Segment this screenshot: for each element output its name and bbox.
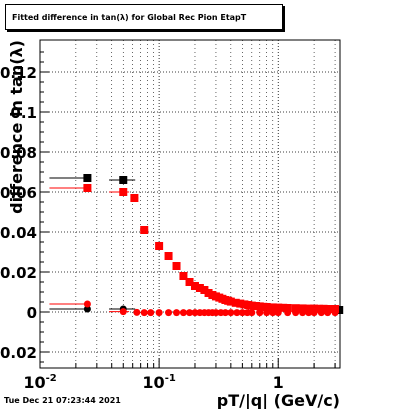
data-point-square	[231, 298, 240, 307]
data-point-square	[304, 304, 313, 313]
data-point-circle	[83, 305, 91, 313]
data-point-circle	[263, 309, 271, 317]
data-point-circle	[186, 309, 194, 317]
y-tick-label: 0.02	[0, 264, 37, 282]
data-point-circle	[83, 300, 91, 308]
x-tick-exponent: -2	[46, 373, 57, 384]
data-point-circle	[133, 308, 141, 316]
y-tick-labels: -0.02 0 0.02 0.04 0.06 0.08 0.1 0.12	[0, 64, 37, 362]
y-axis-label: difference in tan(λ)	[7, 40, 26, 214]
data-point-square	[262, 303, 271, 311]
x-tick-label: 10-1	[142, 373, 175, 392]
data-point-circle	[140, 309, 148, 317]
grid-lines	[39, 40, 340, 368]
y-tick-label: 0.12	[0, 64, 37, 82]
data-point-square	[310, 304, 319, 313]
data-points	[83, 174, 344, 317]
y-tick-label: -0.02	[0, 344, 37, 362]
data-point-circle	[173, 309, 181, 317]
chart-title-box: Fitted difference in tan(λ) for Global R…	[5, 4, 283, 30]
data-point-circle	[248, 309, 256, 317]
data-point-square	[83, 174, 92, 182]
data-point-square	[298, 304, 307, 313]
x-tick-base: 1	[273, 373, 284, 392]
data-point-circle	[274, 309, 282, 317]
data-point-square	[291, 304, 300, 313]
data-point-square	[226, 297, 235, 306]
data-point-square	[236, 299, 245, 308]
data-point-square	[279, 303, 288, 312]
plot-frame	[39, 39, 341, 369]
x-tick-base: 10	[23, 373, 45, 392]
data-point-square	[155, 242, 164, 250]
data-point-circle	[310, 309, 318, 317]
data-point-square	[179, 272, 188, 280]
data-point-square	[140, 226, 149, 234]
x-tick-label: 1	[273, 373, 284, 392]
chart-title: Fitted difference in tan(λ) for Global R…	[12, 12, 247, 22]
y-tick-label: 0.06	[0, 184, 37, 202]
y-tick-label: 0	[27, 304, 37, 322]
error-bars	[49, 177, 149, 313]
y-tick-label: 0.04	[0, 224, 37, 242]
data-point-circle	[331, 309, 339, 317]
y-tick-label: 0.1	[10, 104, 37, 122]
data-point-square	[283, 304, 292, 312]
data-point-circle	[191, 309, 199, 317]
data-point-square	[195, 284, 204, 292]
data-point-square	[185, 278, 194, 286]
data-point-square	[164, 252, 173, 260]
data-point-square	[335, 306, 344, 314]
timestamp: Tue Dec 21 07:23:44 2021	[4, 396, 121, 405]
data-point-circle	[256, 309, 264, 317]
data-point-circle	[305, 309, 313, 317]
data-point-circle	[284, 309, 292, 317]
x-tick-base: 10	[142, 373, 164, 392]
data-point-circle	[119, 308, 127, 316]
data-point-circle	[165, 309, 173, 317]
data-point-circle	[233, 309, 241, 317]
data-point-square	[200, 286, 209, 294]
data-point-circle	[292, 309, 300, 317]
data-point-square	[319, 304, 328, 313]
x-axis-label: pT/|q| (GeV/c)	[217, 391, 340, 409]
data-point-square	[130, 194, 139, 202]
data-point-circle	[269, 309, 277, 317]
data-point-circle	[155, 309, 163, 317]
x-tick-labels: 10-2 10-1 1	[23, 373, 283, 392]
data-point-square	[315, 304, 324, 313]
data-point-square	[247, 301, 256, 310]
data-point-circle	[147, 309, 155, 317]
data-point-circle	[299, 309, 307, 317]
x-tick-label: 10-2	[23, 373, 56, 392]
data-point-circle	[221, 309, 229, 317]
data-point-circle	[212, 309, 220, 317]
data-point-square	[83, 184, 92, 192]
data-point-circle	[238, 309, 246, 317]
data-point-circle	[227, 309, 235, 317]
data-point-circle	[317, 309, 325, 317]
data-point-square	[190, 282, 199, 290]
data-point-square	[119, 176, 128, 184]
axis-ticks	[39, 51, 336, 368]
x-tick-exponent: -1	[165, 373, 176, 384]
data-point-circle	[179, 309, 187, 317]
data-point-square	[172, 262, 181, 270]
data-point-square	[325, 305, 334, 313]
data-point-square	[274, 303, 283, 312]
data-point-square	[268, 303, 277, 312]
data-point-square	[331, 305, 340, 313]
data-point-circle	[324, 309, 332, 317]
y-tick-label: 0.08	[0, 144, 37, 162]
data-point-square	[119, 188, 128, 196]
